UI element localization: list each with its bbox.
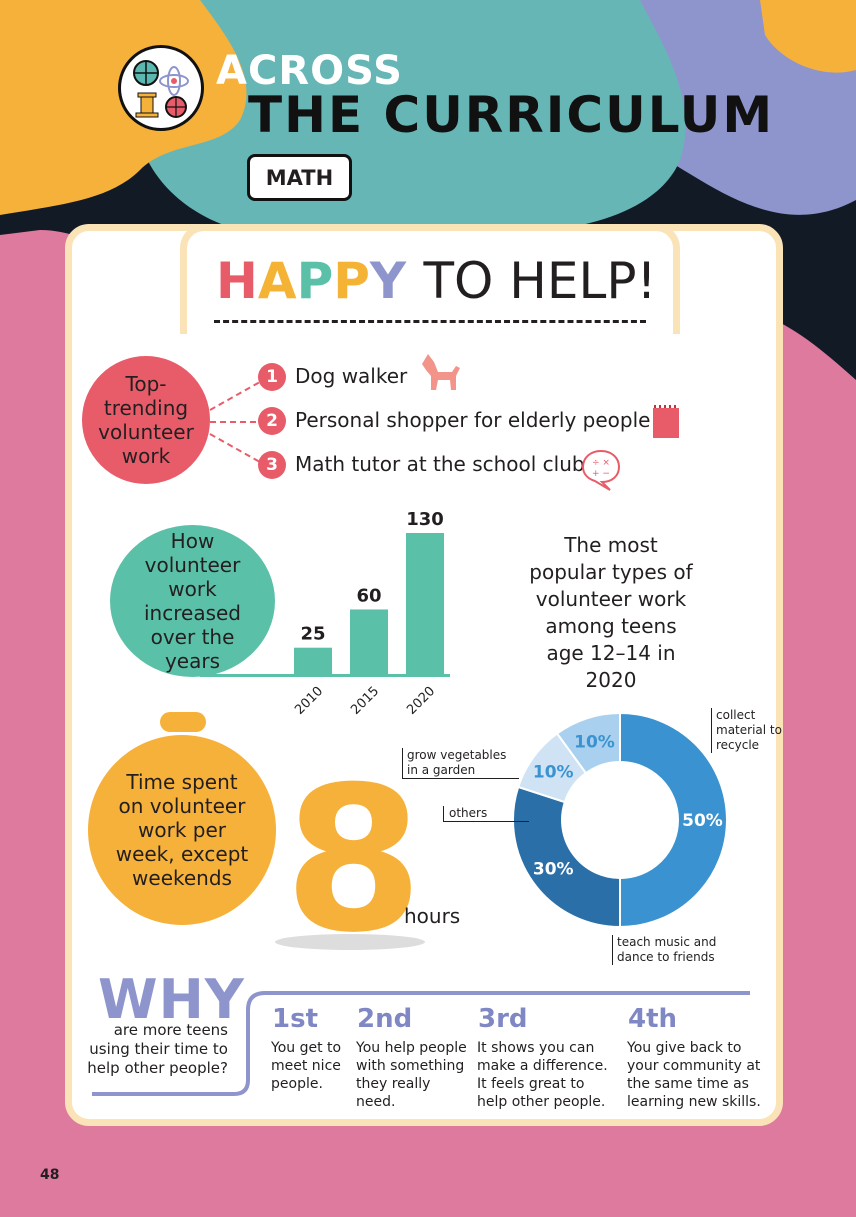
popular-donut-chart: 50% 30% 10%10% <box>512 711 728 929</box>
donut-label-recycle: collect material to recycle <box>711 708 782 753</box>
math-bubble-icon: ÷ × + − <box>581 449 621 491</box>
bar-2015 <box>350 609 388 675</box>
page-number: 48 <box>40 1167 60 1183</box>
popular-heading: The most popular types of volunteer work… <box>529 533 693 692</box>
column-icon <box>135 92 159 118</box>
main-title: HAPPY TO HELP! <box>216 252 657 310</box>
svg-text:÷ ×: ÷ × <box>592 458 610 468</box>
why-bracket-line <box>92 991 750 1096</box>
title-the-curriculum: THE CURRICULUM <box>248 86 775 144</box>
time-circle: Time spent on volunteer work per week, e… <box>88 735 276 925</box>
growth-circle-label: How volunteer work increased over the ye… <box>144 529 241 673</box>
donut-slice <box>555 711 621 775</box>
time-value: 8 <box>284 744 424 977</box>
trending-number-1: 1 <box>258 363 286 391</box>
title-letter: P <box>333 252 370 310</box>
title-letter: P <box>296 252 334 310</box>
logo-icons <box>133 60 189 118</box>
why-title: WHY <box>98 968 245 1031</box>
donut-label-music: teach music and dance to friends <box>612 935 727 965</box>
trending-item-1: Dog walker <box>295 364 408 388</box>
reason-text-1: You get to meet nice people. <box>271 1040 342 1092</box>
title-letter: H <box>216 252 258 310</box>
bar-2020 <box>406 533 444 675</box>
trending-item-2: Personal shopper for elderly people <box>295 408 651 432</box>
bar-category-label: 2010 <box>292 684 326 718</box>
subject-badge: MATH <box>247 154 352 201</box>
donut-percent-label: 30% <box>533 859 574 879</box>
donut-slice <box>619 711 728 929</box>
growth-circle: How volunteer work increased over the ye… <box>110 525 275 677</box>
stopwatch-button <box>160 712 206 732</box>
donut-slice <box>512 785 621 929</box>
bar-category-label: 2015 <box>348 684 382 718</box>
donut-percent-label: 50% <box>682 811 723 831</box>
growth-baseline <box>200 674 450 677</box>
title-letter: Y <box>369 252 407 310</box>
bar-value-label: 60 <box>356 585 381 606</box>
trending-circle-label: Top-trending volunteer work <box>98 372 194 468</box>
card-title-tab <box>180 224 680 334</box>
reason-rank-2: 2nd <box>357 1004 413 1034</box>
card-tab-fill <box>187 320 673 350</box>
reason-text-3: It shows you can make a difference. It f… <box>477 1040 608 1110</box>
basketball-icon <box>165 96 187 118</box>
growth-bar-chart: 25 2010 60 2015 130 2020 <box>292 510 444 718</box>
trending-number-2: 2 <box>258 407 286 435</box>
title-across: ACROSS <box>216 48 403 94</box>
svg-text:+ −: + − <box>592 469 610 479</box>
title-divider <box>214 320 646 323</box>
title-rest: TO HELP! <box>423 252 657 310</box>
title-letter: A <box>257 252 297 310</box>
time-unit: hours <box>404 904 461 928</box>
trending-circle: Top-trending volunteer work <box>82 356 210 484</box>
globe-icon <box>133 60 159 86</box>
atom-icon <box>159 66 189 96</box>
donut-percent-label: 10% <box>533 763 574 783</box>
eight-shadow <box>275 934 425 950</box>
notepad-icon <box>653 405 679 438</box>
trending-item-3: Math tutor at the school club <box>295 452 585 476</box>
donut-label-vegetables: grow vegetables in a garden <box>402 748 519 779</box>
why-subtitle: are more teens using their time to help … <box>87 1021 228 1077</box>
bar-2010 <box>294 647 332 675</box>
bar-value-label: 130 <box>406 510 444 530</box>
reason-text-2: You help people with something they real… <box>356 1040 467 1110</box>
reason-rank-4: 4th <box>628 1004 678 1034</box>
subject-logo <box>118 45 204 131</box>
time-circle-label: Time spent on volunteer work per week, e… <box>115 770 249 890</box>
reason-text-4: You give back to your community at the s… <box>627 1040 761 1110</box>
bar-value-label: 25 <box>300 624 325 645</box>
dog-icon <box>422 354 460 390</box>
trending-number-3: 3 <box>258 451 286 479</box>
reason-rank-3: 3rd <box>478 1004 528 1034</box>
donut-percent-label: 10% <box>574 733 615 753</box>
trending-connectors <box>209 377 268 467</box>
bar-category-label: 2020 <box>404 684 438 718</box>
reason-rank-1: 1st <box>272 1004 318 1034</box>
donut-label-others: others <box>443 806 529 822</box>
